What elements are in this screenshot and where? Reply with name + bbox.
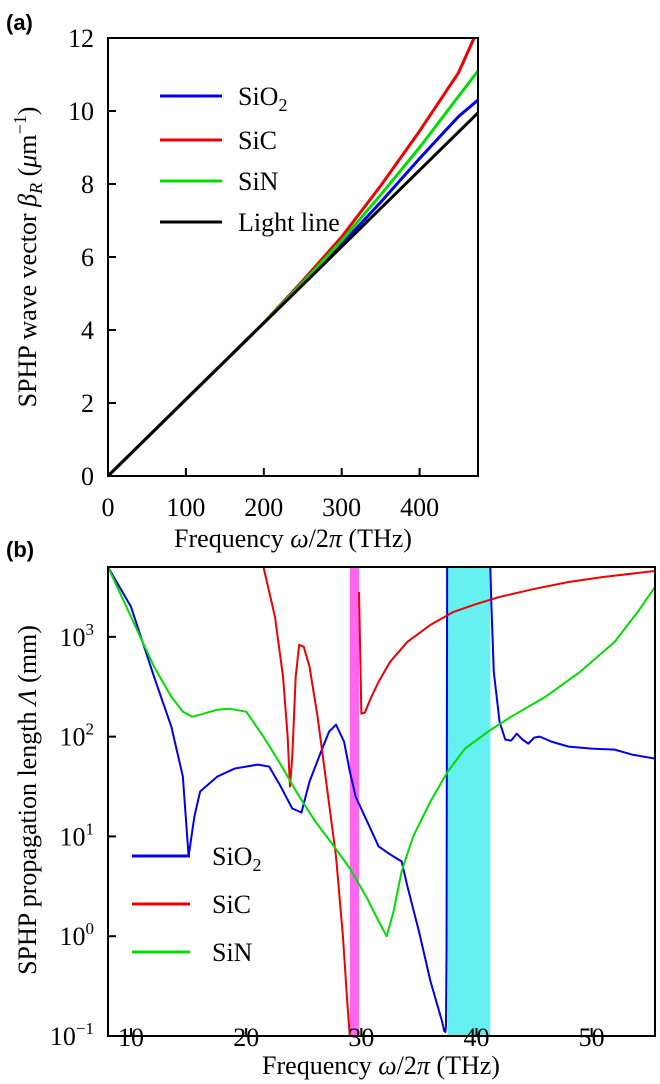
legend-b-sio2-label: SiO2 [212,842,261,875]
panel-b-y-axis-label: SPHP propagation length Λ (mm) [13,625,42,975]
panel-b-tag: (b) [6,537,34,562]
panel-b-y-tick-label-2: 101 [60,819,95,851]
legend-a-lightline-label: Light line [238,208,340,237]
panel-a-x-tick-label-3: 300 [322,493,361,522]
panel-b-y-tick-label-1: 100 [60,919,95,951]
panel-b-series-line-1-1 [358,569,655,715]
panel-a-x-tick-label-2: 200 [244,493,283,522]
panel-b-legend: SiO2 SiC SiN [132,842,261,967]
panel-a-y-ticks: 0 2 4 6 8 10 12 [68,24,116,491]
panel-b-series-line-2-0 [108,567,655,938]
panel-a-x-axis-label: Frequency ω/2π (THz) [174,524,412,553]
legend-b-sin-label: SiN [212,938,253,967]
panel-b-y-ticks: 10−1 100 101 102 103 [50,620,116,1051]
panel-b-highlight-band-0 [349,567,360,1036]
panel-b-y-tick-label-4: 103 [60,620,95,652]
panel-b-x-axis-label: Frequency ω/2π (THz) [262,1051,500,1080]
panel-a-y-tick-label-1: 2 [81,389,94,418]
panel-a-series-group [106,37,480,478]
panel-a-y-tick-label-5: 10 [68,97,94,126]
panel-a-series-line-2 [106,69,480,478]
panel-b-series-line-0-0 [108,567,655,1034]
panel-b-y-tick-label-3: 102 [60,720,95,752]
panel-a-y-tick-label-0: 0 [81,462,94,491]
panel-a-x-tick-label-0: 0 [102,493,115,522]
panel-b-x-tick-label-2: 30 [348,1023,374,1052]
panel-b-x-ticks: 10 20 30 40 50 [118,1023,605,1052]
panel-b-x-tick-label-3: 40 [464,1023,490,1052]
panel-a-y-tick-label-6: 12 [68,24,94,53]
panel-b-frame [107,566,656,1037]
legend-b-sic-label: SiC [212,890,251,919]
panel-a-series-line-3 [106,111,480,478]
panel-b-x-tick-label-1: 20 [233,1023,259,1052]
panel-a-frame [107,37,479,477]
panel-b-x-tick-label-0: 10 [118,1023,144,1052]
panel-a-y-axis-label: SPHP wave vector βR (μm−1) [10,107,46,408]
legend-a-sic-label: SiC [238,126,277,155]
panel-b-bands [349,567,491,1036]
panel-a-plot: 0 100 200 300 400 0 2 4 6 8 10 12 [68,24,480,522]
panel-b-series-group [108,567,655,1036]
panel-a-y-tick-label-4: 8 [81,170,94,199]
panel-b-y-tick-label-0: 10−1 [50,1019,94,1051]
panel-b-highlight-band-1 [447,567,491,1036]
panel-a-tag: (a) [6,10,33,35]
panel-a-y-tick-label-3: 6 [81,243,94,272]
panel-a-series-line-1 [106,37,476,478]
panel-b-series-line-1-0 [262,567,351,1036]
panel-a-legend: SiO2 SiC SiN Light line [160,82,340,237]
legend-a-sio2-label: SiO2 [238,82,287,115]
panel-b-plot: 10 20 30 40 50 10−1 100 101 102 103 [50,566,656,1052]
panel-a-x-ticks: 0 100 200 300 400 [102,468,439,522]
panel-a-y-tick-label-2: 4 [81,316,94,345]
panel-a-x-tick-label-4: 400 [400,493,439,522]
panel-a-x-tick-label-1: 100 [166,493,205,522]
panel-b-x-tick-label-4: 50 [579,1023,605,1052]
legend-a-sin-label: SiN [238,167,279,196]
